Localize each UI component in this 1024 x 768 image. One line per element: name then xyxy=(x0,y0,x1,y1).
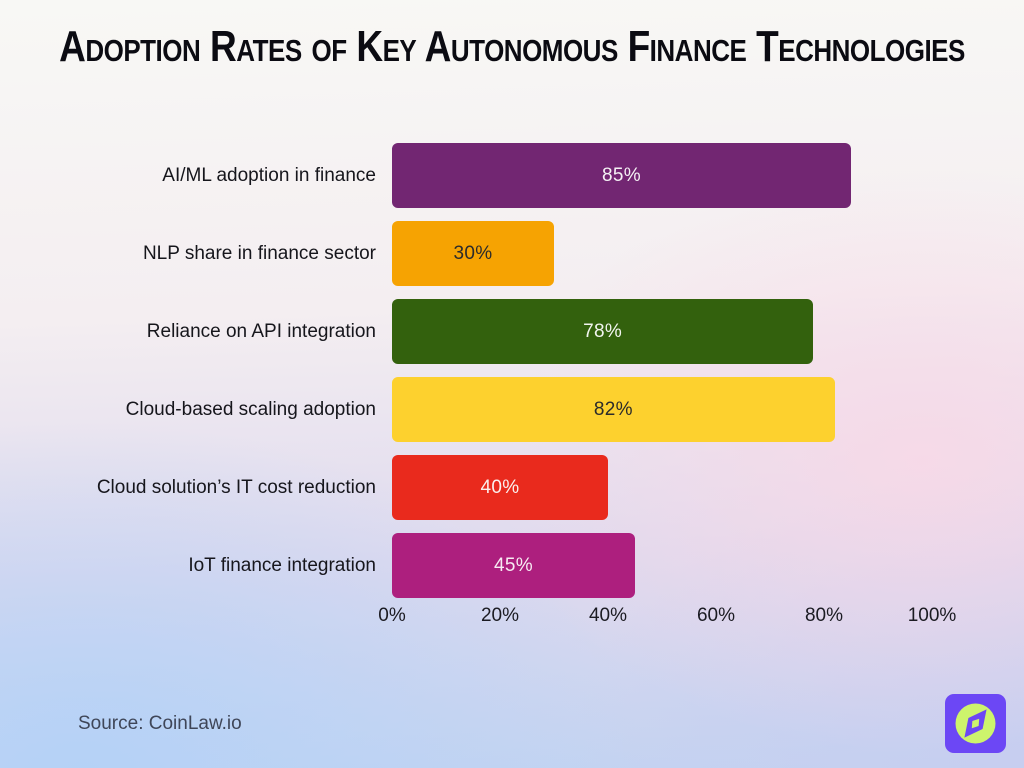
x-axis-tick-label: 60% xyxy=(696,605,736,626)
bar-value-label: 78% xyxy=(583,320,623,342)
chart-title: Adoption Rates of Key Autonomous Finance… xyxy=(0,22,1024,70)
bar-value-label: 82% xyxy=(593,398,633,420)
chart-row: Cloud solution’s IT cost reduction 40% xyxy=(0,455,1024,520)
category-label: AI/ML adoption in finance xyxy=(162,164,376,186)
bar-value-label: 40% xyxy=(480,476,520,498)
bar-chart: AI/ML adoption in finance 85% NLP share … xyxy=(0,143,1024,611)
chart-row: IoT finance integration 45% xyxy=(0,533,1024,598)
chart-row: Cloud-based scaling adoption 82% xyxy=(0,377,1024,442)
brand-logo xyxy=(945,694,1006,753)
x-axis-tick-label: 100% xyxy=(907,605,957,626)
x-axis: 0% 20% 40% 60% 80% 100% xyxy=(378,605,956,631)
bar-track: 40% xyxy=(392,455,932,520)
chart-row: NLP share in finance sector 30% xyxy=(0,221,1024,286)
bar-track: 45% xyxy=(392,533,932,598)
bar-track: 82% xyxy=(392,377,932,442)
bar-chart-rows: AI/ML adoption in finance 85% NLP share … xyxy=(0,143,1024,598)
bar-value-label: 30% xyxy=(453,242,493,264)
category-label: Cloud-based scaling adoption xyxy=(125,398,376,420)
chart-row: AI/ML adoption in finance 85% xyxy=(0,143,1024,208)
x-axis-tick-label: 40% xyxy=(588,605,628,626)
bar-value-label: 85% xyxy=(602,164,641,186)
bar: 45% xyxy=(392,533,635,598)
category-label: Reliance on API integration xyxy=(146,320,376,342)
bar: 78% xyxy=(392,299,814,364)
bar-track: 78% xyxy=(392,299,932,364)
chart-row: Reliance on API integration 78% xyxy=(0,299,1024,364)
x-axis-tick-label: 80% xyxy=(804,605,844,626)
source-caption: Source: CoinLaw.io xyxy=(78,713,242,734)
bar-value-label: 45% xyxy=(494,554,533,576)
bar: 30% xyxy=(392,221,554,286)
compass-icon xyxy=(945,694,1006,753)
bar: 85% xyxy=(392,143,851,208)
bar: 40% xyxy=(392,455,608,520)
chart-title-text: Adoption Rates of Key Autonomous Finance… xyxy=(59,22,965,71)
category-label: IoT finance integration xyxy=(188,554,376,576)
category-label: NLP share in finance sector xyxy=(142,242,376,264)
bar-track: 85% xyxy=(392,143,932,208)
bar: 82% xyxy=(392,377,835,442)
category-label: Cloud solution’s IT cost reduction xyxy=(96,476,376,498)
x-axis-tick-label: 0% xyxy=(378,605,406,626)
x-axis-tick-label: 20% xyxy=(480,605,520,626)
bar-track: 30% xyxy=(392,221,932,286)
